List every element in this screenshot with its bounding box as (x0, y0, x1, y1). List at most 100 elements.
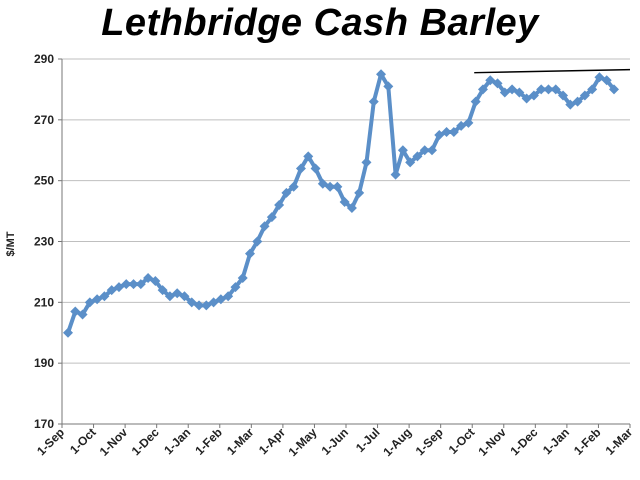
data-point-1 (70, 306, 81, 317)
x-tick-label-13: 1-Oct (446, 425, 478, 457)
data-point-7 (113, 282, 124, 293)
data-point-42 (368, 96, 379, 107)
data-point-28 (266, 212, 277, 223)
trendline (474, 68, 631, 74)
y-tick-label-270: 270 (34, 113, 54, 127)
data-point-4 (92, 294, 103, 305)
data-point-58 (485, 75, 496, 86)
data-point-25 (245, 248, 255, 259)
x-tick-label-15: 1-Dec (507, 425, 540, 458)
x-tick-label-11: 1-Aug (380, 425, 414, 459)
data-point-24 (237, 273, 248, 283)
data-point-54 (456, 120, 467, 131)
data-point-22 (223, 291, 234, 302)
data-point-46 (397, 145, 408, 156)
data-point-41 (361, 157, 372, 168)
data-point-67 (550, 84, 561, 95)
data-point-66 (543, 84, 554, 95)
data-point-6 (106, 285, 117, 296)
data-point-27 (259, 221, 270, 232)
data-point-61 (507, 84, 518, 95)
data-point-73 (594, 72, 605, 83)
data-point-16 (179, 291, 190, 302)
data-point-0 (63, 327, 73, 338)
data-point-43 (376, 69, 387, 80)
data-point-60 (499, 87, 510, 98)
data-point-56 (470, 96, 481, 107)
y-tick-label-190: 190 (34, 356, 54, 370)
data-point-20 (208, 297, 219, 308)
x-tick-label-1: 1-Oct (67, 425, 99, 457)
x-tick-label-10: 1-Jul (353, 425, 383, 455)
data-point-44 (383, 81, 394, 92)
data-point-64 (528, 90, 539, 101)
data-point-33 (303, 151, 314, 162)
data-point-3 (84, 297, 95, 308)
x-tick-label-12: 1-Sep (413, 425, 446, 458)
x-tick-label-8: 1-May (286, 425, 320, 459)
data-point-68 (558, 90, 569, 101)
y-tick-label-290: 290 (34, 52, 54, 66)
y-tick-label-250: 250 (34, 174, 54, 188)
data-point-13 (157, 285, 168, 296)
data-point-36 (325, 181, 336, 192)
data-point-30 (281, 187, 292, 198)
data-point-72 (587, 84, 598, 95)
y-tick-label-210: 210 (34, 295, 54, 309)
data-point-70 (572, 96, 583, 107)
data-point-74 (601, 75, 612, 86)
series-layer (63, 69, 619, 338)
data-point-17 (186, 297, 197, 308)
x-tick-label-3: 1-Dec (129, 425, 162, 458)
data-point-37 (332, 181, 343, 192)
series-line (66, 72, 616, 335)
data-point-40 (354, 187, 365, 198)
data-point-69 (565, 99, 576, 110)
data-point-19 (201, 300, 212, 311)
data-point-21 (215, 294, 226, 305)
y-axis-title: $/MT (5, 231, 17, 256)
data-point-49 (419, 145, 430, 156)
chart-title: Lethbridge Cash Barley (101, 2, 539, 44)
data-point-32 (295, 163, 306, 174)
data-point-23 (230, 282, 241, 293)
data-point-12 (150, 276, 161, 287)
data-point-57 (477, 84, 488, 95)
y-tick-label-230: 230 (34, 235, 54, 249)
x-tick-label-17: 1-Feb (571, 425, 604, 458)
data-point-35 (317, 178, 328, 189)
data-point-26 (252, 236, 263, 247)
data-point-45 (390, 169, 401, 180)
data-point-48 (412, 151, 423, 162)
x-tick-label-2: 1-Nov (97, 425, 131, 459)
data-point-8 (121, 279, 132, 290)
data-point-62 (514, 87, 525, 98)
x-tick-label-4: 1-Jan (161, 425, 193, 457)
y-tick-label-170: 170 (34, 417, 54, 431)
data-point-47 (405, 157, 416, 168)
data-point-63 (521, 93, 532, 104)
x-tick-label-5: 1-Feb (192, 425, 225, 458)
data-point-14 (164, 291, 175, 302)
x-tick-label-9: 1-Jun (319, 425, 352, 458)
data-point-65 (536, 84, 547, 95)
x-tick-label-18: 1-Mar (603, 425, 636, 458)
data-point-50 (427, 145, 437, 156)
data-point-38 (339, 196, 350, 207)
data-point-75 (609, 84, 619, 95)
data-point-31 (288, 181, 299, 192)
data-point-51 (434, 130, 445, 141)
data-point-15 (172, 288, 183, 299)
data-point-55 (463, 117, 474, 128)
data-point-2 (77, 309, 88, 320)
x-tick-label-6: 1-Mar (224, 425, 257, 458)
data-point-52 (441, 127, 452, 137)
data-point-34 (310, 163, 321, 174)
x-tick-label-16: 1-Jan (540, 425, 572, 457)
data-point-29 (274, 200, 285, 210)
x-tick-label-7: 1-Apr (256, 425, 288, 457)
data-point-9 (128, 279, 139, 290)
data-point-10 (135, 279, 146, 290)
data-point-39 (346, 203, 357, 214)
